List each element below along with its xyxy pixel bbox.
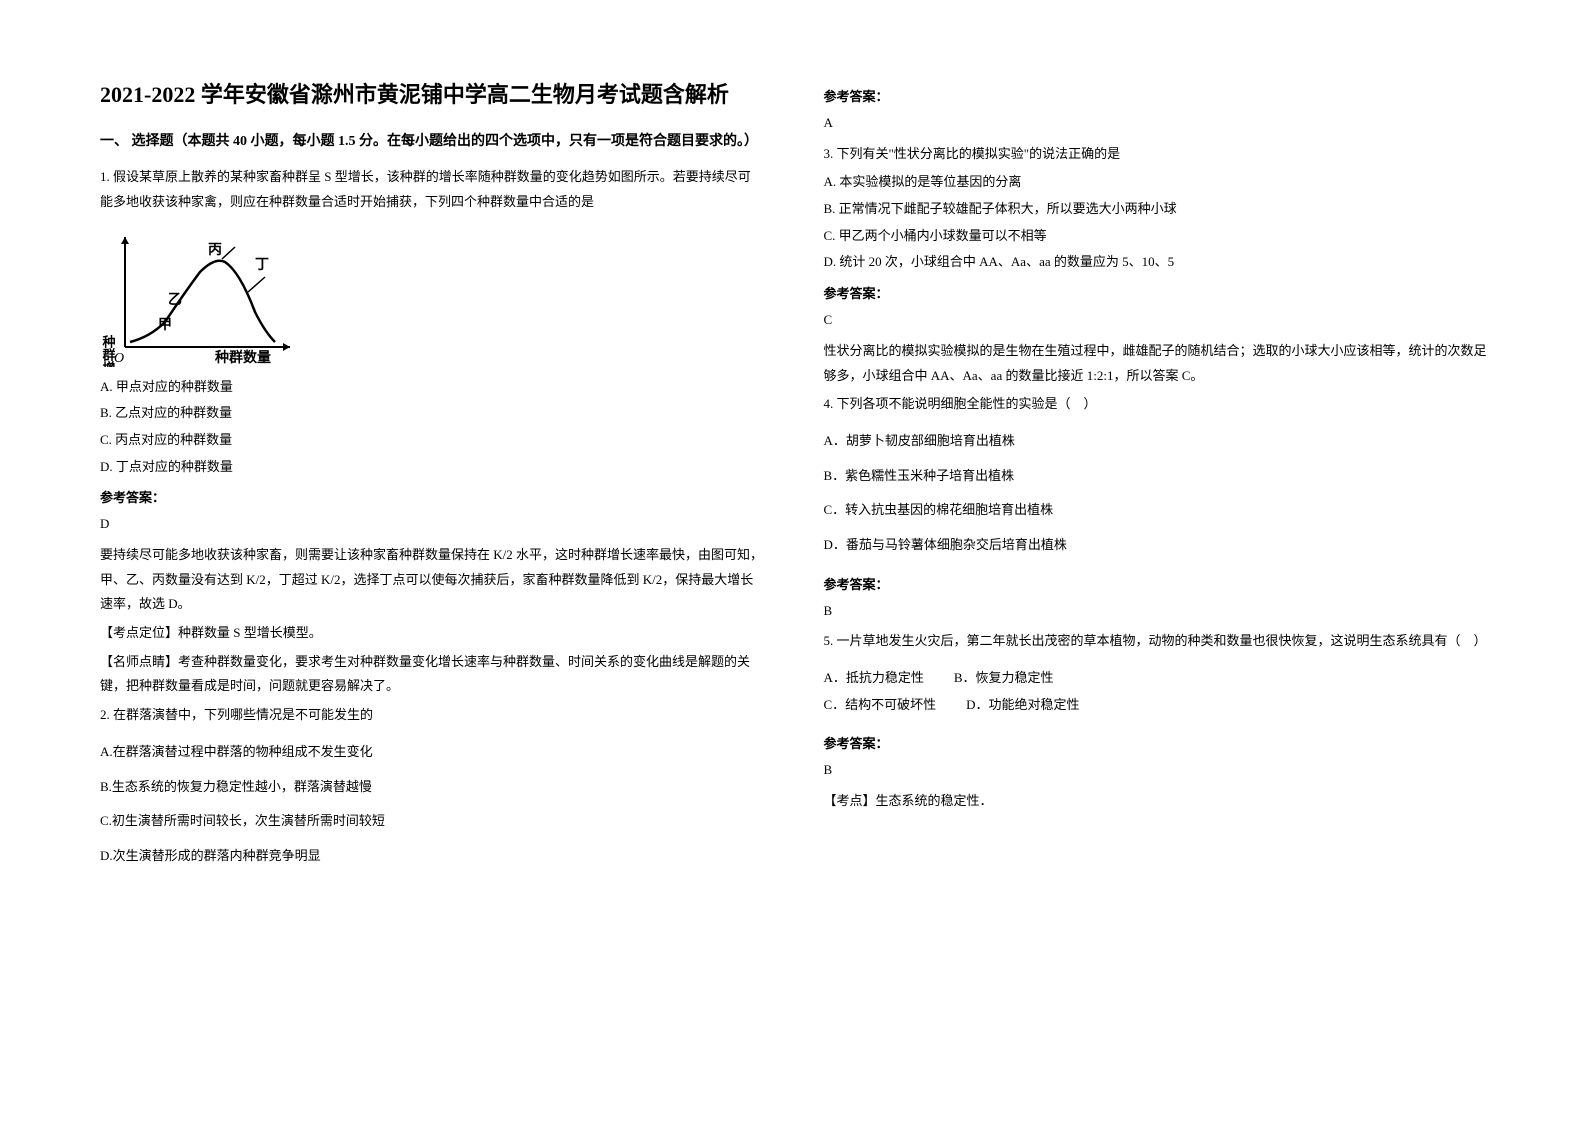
- left-column: 2021-2022 学年安徽省滁州市黄泥铺中学高二生物月考试题含解析 一、 选择…: [100, 80, 764, 1042]
- question-1-text: 1. 假设某草原上散养的某种家畜种群呈 S 型增长，该种群的增长率随种群数量的变…: [100, 165, 764, 214]
- chart-point-ding: 丁: [255, 258, 269, 273]
- q3-option-d: D. 统计 20 次，小球组合中 AA、Aa、aa 的数量应为 5、10、5: [824, 250, 1488, 275]
- question-3-text: 3. 下列有关"性状分离比的模拟实验"的说法正确的是: [824, 142, 1488, 167]
- q4-option-c: C．转入抗虫基因的棉花细胞培育出植株: [824, 498, 1488, 523]
- q5-answer-label: 参考答案：: [824, 733, 1488, 752]
- q4-answer-label: 参考答案：: [824, 574, 1488, 593]
- right-column: 参考答案： A 3. 下列有关"性状分离比的模拟实验"的说法正确的是 A. 本实…: [824, 80, 1488, 1042]
- q5-option-d: D．功能绝对稳定性: [966, 693, 1079, 718]
- q5-option-a: A．抵抗力稳定性: [824, 666, 924, 691]
- q3-answer: C: [824, 308, 1488, 333]
- q4-answer: B: [824, 599, 1488, 624]
- q5-answer: B: [824, 758, 1488, 783]
- question-5-text: 5. 一片草地发生火灾后，第二年就长出茂密的草本植物，动物的种类和数量也很快恢复…: [824, 629, 1488, 654]
- q2-option-d: D.次生演替形成的群落内种群竞争明显: [100, 844, 764, 869]
- q1-explanation-1: 要持续尽可能多地收获该种家畜，则需要让该种家畜种群数量保持在 K/2 水平，这时…: [100, 543, 764, 617]
- q1-explanation-2: 【考点定位】种群数量 S 型增长模型。: [100, 621, 764, 646]
- q5-option-c: C．结构不可破坏性: [824, 693, 937, 718]
- question-2-text: 2. 在群落演替中，下列哪些情况是不可能发生的: [100, 703, 764, 728]
- q5-option-b: B．恢复力稳定性: [954, 666, 1054, 691]
- question-4-text: 4. 下列各项不能说明细胞全能性的实验是（ ）: [824, 392, 1488, 417]
- population-growth-chart: 甲 乙 丙 丁 种群增长率 O 种群数量: [100, 227, 300, 367]
- q4-option-d: D．番茄与马铃薯体细胞杂交后培育出植株: [824, 533, 1488, 558]
- q1-option-a: A. 甲点对应的种群数量: [100, 375, 764, 400]
- q2-answer: A: [824, 111, 1488, 136]
- q2-option-b: B.生态系统的恢复力稳定性越小，群落演替越慢: [100, 775, 764, 800]
- q1-answer-label: 参考答案：: [100, 487, 764, 506]
- chart-origin: O: [114, 351, 124, 366]
- chart-point-yi: 乙: [168, 292, 182, 308]
- q3-answer-label: 参考答案：: [824, 283, 1488, 302]
- q4-option-b: B．紫色糯性玉米种子培育出植株: [824, 464, 1488, 489]
- q1-option-c: C. 丙点对应的种群数量: [100, 428, 764, 453]
- q3-option-a: A. 本实验模拟的是等位基因的分离: [824, 170, 1488, 195]
- chart-point-jia: 甲: [158, 317, 172, 333]
- q1-explanation-3: 【名师点睛】考查种群数量变化，要求考生对种群数量变化增长速率与种群数量、时间关系…: [100, 650, 764, 699]
- q5-explanation: 【考点】生态系统的稳定性．: [824, 789, 1488, 814]
- chart-point-bing: 丙: [208, 242, 222, 258]
- q2-answer-label: 参考答案：: [824, 86, 1488, 105]
- q2-option-a: A.在群落演替过程中群落的物种组成不发生变化: [100, 740, 764, 765]
- section-1-header: 一、 选择题（本题共 40 小题，每小题 1.5 分。在每小题给出的四个选项中，…: [100, 131, 764, 153]
- q4-option-a: A．胡萝卜韧皮部细胞培育出植株: [824, 429, 1488, 454]
- q1-answer: D: [100, 512, 764, 537]
- q3-option-c: C. 甲乙两个小桶内小球数量可以不相等: [824, 224, 1488, 249]
- q1-option-b: B. 乙点对应的种群数量: [100, 401, 764, 426]
- chart-xlabel: 种群数量: [214, 349, 271, 366]
- q1-option-d: D. 丁点对应的种群数量: [100, 455, 764, 480]
- q3-explanation: 性状分离比的模拟实验模拟的是生物在生殖过程中，雌雄配子的随机结合；选取的小球大小…: [824, 339, 1488, 388]
- q2-option-c: C.初生演替所需时间较长，次生演替所需时间较短: [100, 809, 764, 834]
- q3-option-b: B. 正常情况下雌配子较雄配子体积大，所以要选大小两种小球: [824, 197, 1488, 222]
- document-title: 2021-2022 学年安徽省滁州市黄泥铺中学高二生物月考试题含解析: [100, 80, 764, 111]
